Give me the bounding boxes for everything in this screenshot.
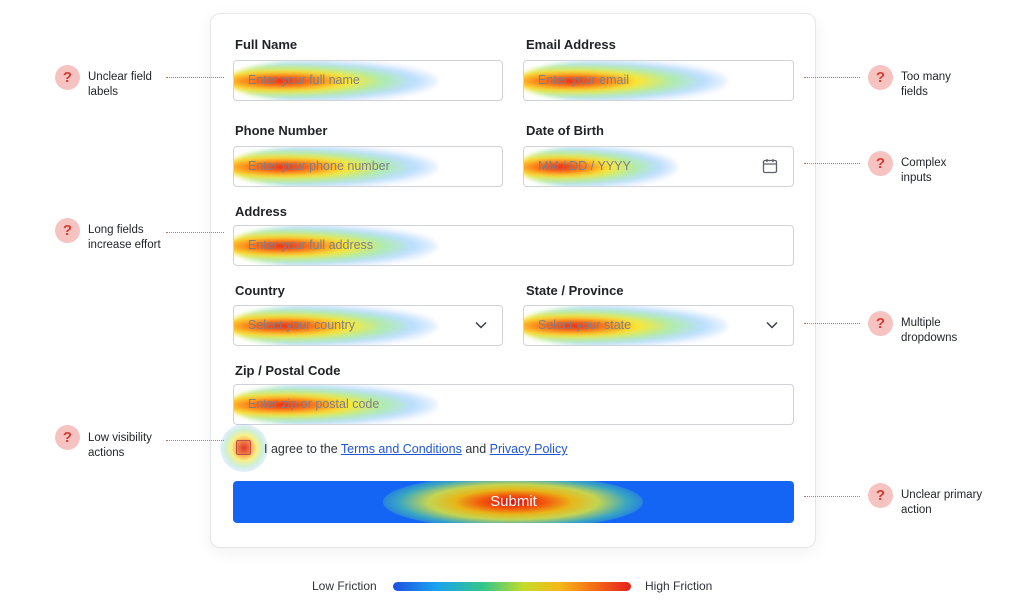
heat-spot <box>234 61 438 100</box>
agree-text: I agree to the Terms and Conditions and … <box>264 442 567 456</box>
state-select[interactable]: Select your state <box>523 305 794 346</box>
question-icon: ? <box>868 311 893 336</box>
question-icon: ? <box>55 65 80 90</box>
heat-spot <box>234 147 438 186</box>
zip-placeholder: Enter zip or postal code <box>248 397 380 411</box>
annotation-connector <box>166 232 224 233</box>
heat-spot <box>524 306 728 345</box>
annotation-connector <box>804 163 860 164</box>
question-icon: ? <box>868 151 893 176</box>
chevron-down-icon[interactable] <box>474 318 488 332</box>
dob-placeholder: MM / DD / YYYY <box>538 159 631 173</box>
phone-label: Phone Number <box>235 123 328 138</box>
email-field[interactable]: Enter your email <box>523 60 794 101</box>
agree-prefix: I agree to the <box>264 442 338 456</box>
state-label: State / Province <box>526 283 624 298</box>
address-field[interactable]: Enter your full address <box>233 225 794 266</box>
terms-checkbox[interactable] <box>236 440 251 455</box>
annotation-connector <box>166 77 224 78</box>
annotation-low-visibility: Low visibility actions <box>88 432 152 459</box>
full-name-field[interactable]: Enter your full name <box>233 60 503 101</box>
annotation-unclear-primary-action: Unclear primary action <box>901 489 983 516</box>
form-card <box>210 13 816 548</box>
legend-low-label: Low Friction <box>312 579 377 593</box>
heat-spot <box>524 147 678 186</box>
question-icon: ? <box>55 425 80 450</box>
terms-link[interactable]: Terms and Conditions <box>340 442 462 456</box>
annotation-long-fields: Long fields increase effort <box>88 224 161 251</box>
full-name-placeholder: Enter your full name <box>248 73 360 87</box>
legend-high-label: High Friction <box>645 579 713 593</box>
dob-label: Date of Birth <box>526 123 604 138</box>
annotation-connector <box>166 440 224 441</box>
address-label: Address <box>235 204 288 219</box>
annotation-too-many-fields: Too many fields <box>901 71 951 98</box>
phone-placeholder: Enter your phone number <box>248 159 390 173</box>
legend-gradient-bar <box>393 582 631 591</box>
zip-label: Zip / Postal Code <box>235 363 341 378</box>
zip-field[interactable]: Enter zip or postal code <box>233 384 794 425</box>
question-icon: ? <box>55 218 80 243</box>
annotation-multiple-dropdowns: Multiple dropdowns <box>901 317 958 344</box>
country-select[interactable]: Select your country <box>233 305 503 346</box>
question-icon: ? <box>868 65 893 90</box>
heat-spot <box>234 226 438 265</box>
submit-label: Submit <box>490 493 537 510</box>
submit-heat-spot <box>383 481 643 523</box>
phone-field[interactable]: Enter your phone number <box>233 146 503 187</box>
annotation-connector <box>804 77 860 78</box>
question-icon: ? <box>868 483 893 508</box>
address-placeholder: Enter your full address <box>248 238 374 252</box>
country-placeholder: Select your country <box>248 318 355 332</box>
annotation-complex-inputs: Complex inputs <box>901 157 947 184</box>
checkbox-heat-spot <box>220 424 268 472</box>
email-label: Email Address <box>526 37 616 52</box>
heat-spot <box>234 306 438 345</box>
heat-spot <box>234 385 438 424</box>
state-placeholder: Select your state <box>538 318 632 332</box>
privacy-link[interactable]: Privacy Policy <box>489 442 568 456</box>
full-name-label: Full Name <box>235 37 298 52</box>
dob-field[interactable]: MM / DD / YYYY <box>523 146 794 187</box>
chevron-down-icon[interactable] <box>765 318 779 332</box>
annotation-connector <box>804 323 860 324</box>
email-placeholder: Enter your email <box>538 73 630 87</box>
country-label: Country <box>235 283 285 298</box>
calendar-icon[interactable] <box>762 158 778 174</box>
agree-middle: and <box>465 442 487 456</box>
submit-button[interactable]: Submit <box>233 481 794 523</box>
annotation-unclear-labels: Unclear field labels <box>88 71 152 98</box>
annotation-connector <box>804 496 860 497</box>
heat-spot <box>524 61 728 100</box>
